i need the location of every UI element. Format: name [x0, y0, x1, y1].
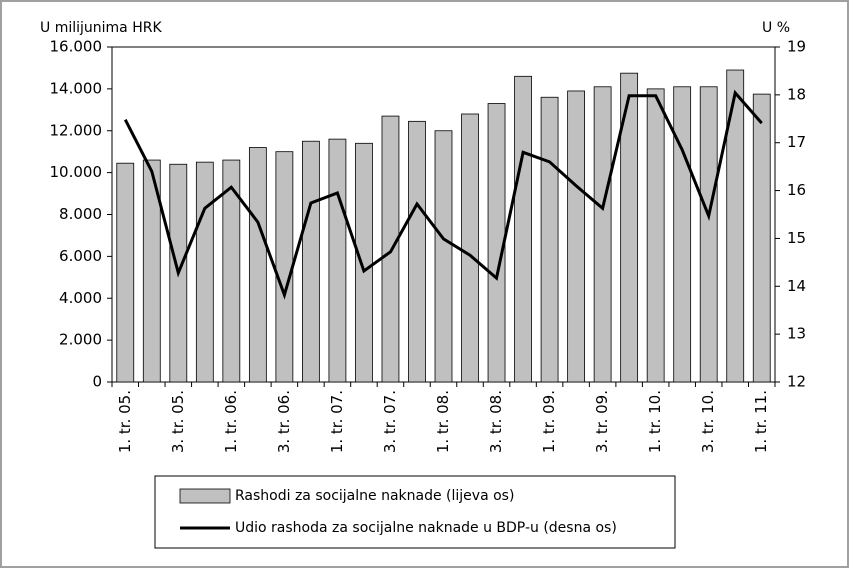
bar [195, 161, 214, 383]
bar [355, 142, 373, 383]
bar [248, 147, 267, 383]
y2-tick-label: 18 [787, 85, 806, 103]
bar [142, 159, 161, 383]
x-tick-label: 3. tr. 08. [487, 390, 505, 453]
x-tick-label: 1. tr. 06. [222, 390, 240, 453]
bar [275, 151, 294, 383]
bar [540, 96, 559, 383]
x-tick-label: 3. tr. 07. [381, 390, 399, 453]
bar [408, 120, 426, 383]
y-tick-label: 16.000 [50, 38, 103, 56]
bar [328, 138, 347, 383]
y-tick-label: 6.000 [59, 247, 102, 265]
bar [434, 130, 453, 383]
bar [593, 86, 612, 383]
x-tick-label: 3. tr. 06. [275, 390, 293, 453]
y2-tick-label: 15 [787, 229, 806, 247]
y-tick-label: 10.000 [50, 163, 103, 181]
bar [222, 159, 241, 383]
x-tick-label: 3. tr. 10. [699, 390, 717, 453]
y2-tick-label: 12 [787, 373, 806, 391]
y-tick-label: 12.000 [50, 121, 103, 139]
legend-label: Rashodi za socijalne naknade (lijeva os) [235, 488, 514, 504]
y2-tick-label: 14 [787, 277, 806, 295]
bar [699, 86, 718, 383]
bar [752, 93, 771, 383]
y2-tick-label: 17 [787, 133, 806, 151]
y-tick-label: 14.000 [50, 79, 103, 97]
y2-axis-label: U % [762, 20, 790, 36]
x-tick-label: 1. tr. 07. [328, 390, 346, 453]
bar [302, 140, 320, 383]
x-tick-label: 1. tr. 09. [540, 390, 558, 453]
x-tick-label: 3. tr. 05. [169, 390, 187, 453]
y2-tick-label: 19 [787, 38, 806, 56]
bar [673, 86, 692, 383]
legend-label: Udio rashoda za socijalne naknade u BDP-… [235, 520, 617, 536]
y-tick-label: 0 [92, 373, 102, 391]
bar [646, 88, 665, 383]
y-tick-label: 8.000 [59, 205, 102, 223]
legend-box [154, 475, 676, 549]
y2-tick-label: 13 [787, 325, 806, 343]
bar [116, 162, 135, 383]
x-tick-label: 1. tr. 10. [646, 390, 664, 453]
y2-tick-label: 16 [787, 181, 806, 199]
x-tick-label: 1. tr. 05. [116, 390, 134, 453]
bar [567, 90, 585, 383]
legend-swatch [179, 488, 231, 504]
y-tick-label: 2.000 [59, 331, 102, 349]
line [123, 89, 763, 300]
y-tick-label: 4.000 [59, 289, 102, 307]
bar [620, 72, 639, 383]
bar [461, 113, 479, 383]
bar [514, 75, 532, 383]
y-axis-label: U milijunima HRK [40, 20, 162, 36]
x-tick-label: 1. tr. 11. [752, 390, 770, 453]
bar [726, 69, 745, 383]
x-tick-label: 3. tr. 09. [593, 390, 611, 453]
x-tick-label: 1. tr. 08. [434, 390, 452, 453]
